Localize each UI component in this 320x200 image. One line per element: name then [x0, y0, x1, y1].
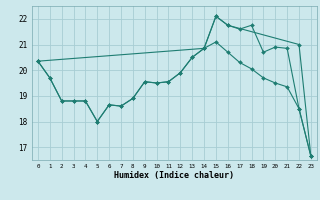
- X-axis label: Humidex (Indice chaleur): Humidex (Indice chaleur): [115, 171, 234, 180]
